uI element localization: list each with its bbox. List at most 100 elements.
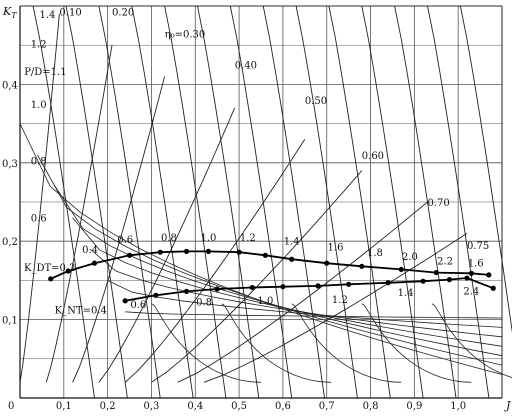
y-tick-label: 0,2 bbox=[2, 237, 18, 248]
efficiency-curve bbox=[124, 139, 306, 383]
pitch-curve bbox=[164, 5, 227, 399]
series-point-K_NT bbox=[490, 285, 496, 291]
efficiency-label: 0.60 bbox=[362, 151, 384, 162]
x-tick-label: 0,8 bbox=[363, 401, 379, 412]
series-point-label: 1.8 bbox=[367, 248, 383, 259]
series-point-K_DT bbox=[433, 269, 439, 276]
series-point-label: 0.6 bbox=[130, 300, 146, 311]
efficiency-curve bbox=[19, 13, 60, 383]
series-point-label: 1.2 bbox=[332, 295, 348, 306]
series-point-K_DT bbox=[48, 276, 54, 282]
x-tick-label: 0,9 bbox=[406, 401, 422, 412]
pitch-curve bbox=[197, 5, 260, 399]
efficiency-label: 0.50 bbox=[305, 96, 327, 107]
series-point-K_DT bbox=[359, 263, 365, 269]
pitch-curve bbox=[65, 5, 128, 399]
pitch-curve bbox=[328, 5, 391, 399]
series-point-K_DT bbox=[126, 252, 133, 258]
x-tick-label: 0 bbox=[8, 401, 14, 412]
series-point-K_DT bbox=[236, 249, 242, 255]
x-tick-label: 0,3 bbox=[144, 401, 160, 412]
x-tick-label: 0,5 bbox=[231, 401, 247, 412]
series-point-label: 2.2 bbox=[437, 257, 453, 268]
efficiency-label: η₀=0.30 bbox=[165, 29, 206, 40]
series-point-label: 2.4 bbox=[463, 287, 479, 298]
pitch-curve bbox=[459, 5, 512, 334]
series-point-label: 1.2 bbox=[240, 233, 256, 244]
series-point-label: 0.8 bbox=[161, 233, 177, 244]
loop-curve bbox=[431, 303, 512, 379]
series-point-K_DT bbox=[157, 249, 163, 255]
series-point-K_NT bbox=[214, 286, 220, 292]
series-point-label: 0.8 bbox=[196, 297, 212, 308]
efficiency-curve bbox=[203, 233, 468, 383]
series-point-K_DT bbox=[205, 248, 212, 254]
pitch-curve bbox=[262, 5, 325, 399]
y-axis-title-subscript: T bbox=[11, 11, 17, 20]
series-point-K_NT bbox=[464, 275, 470, 281]
series-point-label: 1.4 bbox=[284, 236, 300, 247]
series-point-K_DT bbox=[398, 266, 404, 273]
pitch-curve bbox=[295, 5, 358, 399]
series-point-K_NT bbox=[183, 288, 190, 294]
axes: 0 0,1 0,2 0,3 0,4 0,5 0,6 0,7 0,8 0,9 1,0 J 0,1 0,2 0,… bbox=[2, 5, 511, 412]
loop-curve bbox=[221, 303, 332, 383]
efficiency-curve bbox=[72, 76, 166, 383]
pitch-curve bbox=[32, 5, 95, 399]
labels: 0.4 0.6 0.8 1.0 1.2 1.4 1.6 1.8 2.0 2.2 1.6 K_DT=0.… bbox=[24, 7, 489, 316]
x-axis-title: J bbox=[504, 399, 511, 412]
series-point-K_NT bbox=[346, 281, 352, 287]
y-tick-label: 0,1 bbox=[2, 316, 18, 327]
series-start-label: K_DT=0.2 bbox=[24, 263, 75, 274]
series-point-K_NT bbox=[153, 292, 159, 298]
series-point-label: 2.0 bbox=[402, 252, 418, 263]
series-point-K_NT bbox=[122, 298, 128, 304]
y-tick-label: 0,3 bbox=[2, 159, 18, 170]
series-point-K_NT bbox=[420, 278, 426, 284]
x-tick-label: 1,0 bbox=[450, 401, 466, 412]
x-tick-label: 0,7 bbox=[319, 401, 335, 412]
series-point-label: 0.4 bbox=[82, 245, 98, 256]
data-series bbox=[48, 248, 496, 304]
efficiency-label: 0.75 bbox=[467, 241, 489, 252]
series-point-label: 1.0 bbox=[257, 296, 273, 307]
series-point-K_NT bbox=[249, 284, 255, 291]
series-point-K_NT bbox=[446, 277, 453, 283]
pitch-curve bbox=[98, 5, 161, 399]
x-tick-label: 0,2 bbox=[100, 401, 116, 412]
series-point-label: 1.4 bbox=[398, 288, 414, 299]
series-point-K_NT bbox=[280, 284, 286, 290]
pitch-label: 1.0 bbox=[31, 100, 47, 111]
series-point-K_DT bbox=[262, 252, 268, 258]
loop-curve bbox=[361, 303, 472, 383]
series-point-label: 1.0 bbox=[200, 233, 216, 244]
series-point-label: 1.6 bbox=[328, 243, 344, 254]
efficiency-curve bbox=[177, 201, 428, 383]
series-point-K_DT bbox=[91, 260, 98, 266]
series-point-K_DT bbox=[289, 256, 295, 262]
pitch-curve bbox=[361, 5, 424, 399]
series-point-K_DT bbox=[468, 270, 474, 276]
series-point-K_DT bbox=[324, 260, 330, 266]
pitch-label: P/D=1.1 bbox=[24, 67, 66, 78]
series-point-K_NT bbox=[385, 280, 391, 286]
x-tick-label: 0,1 bbox=[56, 401, 72, 412]
y-tick-label: 0,4 bbox=[2, 80, 18, 91]
pitch-curve bbox=[131, 5, 194, 399]
y-axis-title: KT bbox=[2, 5, 17, 20]
pitch-label: 0.6 bbox=[31, 214, 47, 225]
series-point-label: 1.6 bbox=[468, 258, 484, 269]
torque-curve bbox=[89, 248, 503, 338]
x-tick-label: 0,6 bbox=[275, 401, 291, 412]
torque-curve bbox=[107, 280, 503, 328]
pitch-label: 1.2 bbox=[31, 40, 47, 51]
efficiency-curve bbox=[45, 45, 113, 383]
torque-curve bbox=[72, 217, 503, 347]
series-point-K_DT bbox=[65, 268, 71, 274]
torque-curve bbox=[125, 311, 503, 319]
efficiency-label: 0.40 bbox=[235, 61, 257, 72]
series-start-label: K_NT=0.4 bbox=[55, 305, 107, 316]
efficiency-label: 0.10 bbox=[59, 7, 81, 18]
efficiency-label: 0.20 bbox=[112, 7, 134, 18]
